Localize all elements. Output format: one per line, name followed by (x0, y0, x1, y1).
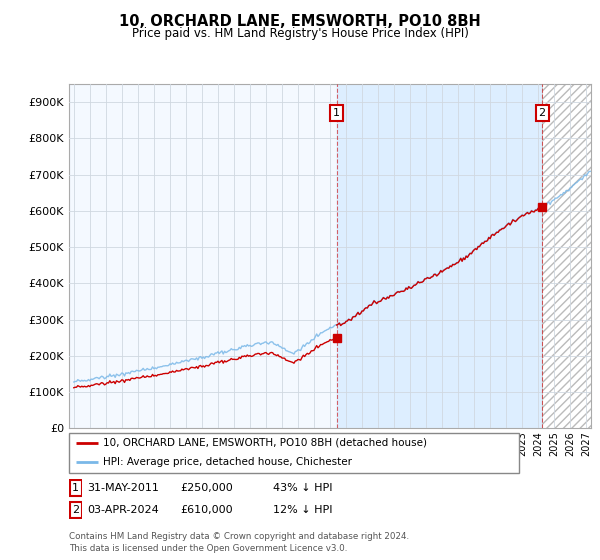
Text: £250,000: £250,000 (180, 483, 233, 493)
Text: 10, ORCHARD LANE, EMSWORTH, PO10 8BH: 10, ORCHARD LANE, EMSWORTH, PO10 8BH (119, 14, 481, 29)
Bar (69, 84, 337, 428)
Text: 43% ↓ HPI: 43% ↓ HPI (273, 483, 332, 493)
Bar (70, 502, 82, 517)
Text: 1: 1 (333, 108, 340, 118)
Text: 03-APR-2024: 03-APR-2024 (87, 505, 159, 515)
Bar (542, 84, 600, 428)
Text: £610,000: £610,000 (180, 505, 233, 515)
Text: HPI: Average price, detached house, Chichester: HPI: Average price, detached house, Chic… (103, 457, 352, 467)
Text: 2: 2 (539, 108, 546, 118)
Text: 2: 2 (72, 505, 79, 515)
Text: 10, ORCHARD LANE, EMSWORTH, PO10 8BH (detached house): 10, ORCHARD LANE, EMSWORTH, PO10 8BH (de… (103, 437, 427, 447)
Text: 1: 1 (72, 483, 79, 493)
Bar (70, 480, 82, 496)
Text: Contains HM Land Registry data © Crown copyright and database right 2024.
This d: Contains HM Land Registry data © Crown c… (69, 533, 409, 553)
Text: 12% ↓ HPI: 12% ↓ HPI (273, 505, 332, 515)
Bar (542, 84, 600, 428)
Bar (337, 84, 542, 428)
Text: 31-MAY-2011: 31-MAY-2011 (87, 483, 159, 493)
Text: Price paid vs. HM Land Registry's House Price Index (HPI): Price paid vs. HM Land Registry's House … (131, 27, 469, 40)
